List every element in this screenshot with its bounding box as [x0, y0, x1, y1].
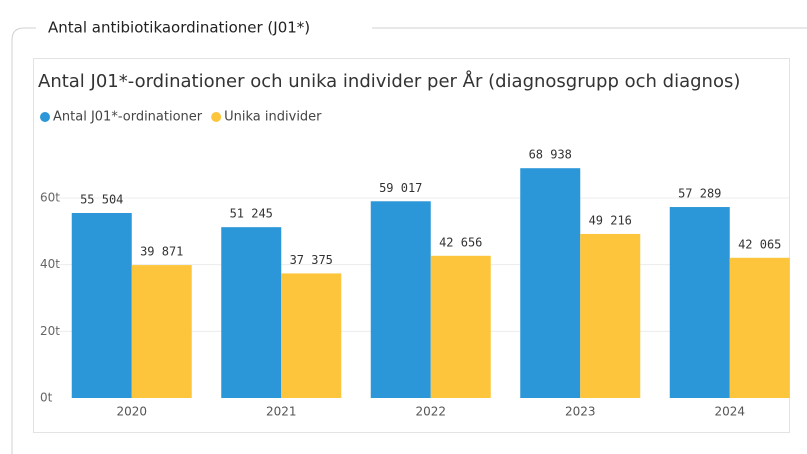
legend-label: Unika individer [224, 110, 322, 125]
value-label: 57 289 [678, 187, 721, 201]
value-label: 37 375 [290, 253, 333, 267]
bar [281, 273, 342, 398]
value-label: 68 938 [529, 148, 572, 162]
x-tick-label: 2020 [116, 405, 147, 419]
value-label: 49 216 [589, 213, 632, 227]
bar [71, 212, 132, 398]
value-label: 42 656 [439, 235, 482, 249]
x-tick-label: 2022 [415, 405, 446, 419]
y-tick-label: 60t [40, 191, 60, 205]
x-tick-label: 2023 [565, 405, 596, 419]
bar [131, 265, 192, 398]
panel-frame [11, 27, 807, 454]
value-label: 42 065 [738, 237, 781, 251]
value-label: 55 504 [80, 192, 123, 206]
legend-label: Antal J01*-ordinationer [53, 110, 203, 125]
y-tick-label: 20t [40, 324, 60, 338]
value-label: 39 871 [140, 245, 183, 259]
chart-title: Antal J01*-ordinationer och unika indivi… [38, 70, 740, 92]
value-label: 59 017 [379, 181, 422, 195]
bar [580, 233, 641, 398]
panel-title: Antal antibiotikaordinationer (J01*) [48, 19, 310, 37]
bar [669, 207, 730, 398]
legend-marker [211, 112, 222, 122]
value-label: 51 245 [230, 207, 273, 221]
legend-marker [40, 112, 50, 122]
y-tick-label: 40t [40, 257, 60, 271]
x-tick-label: 2024 [714, 405, 745, 419]
x-tick-label: 2021 [266, 405, 297, 419]
y-tick-label: 0t [40, 391, 53, 405]
bar [520, 168, 581, 398]
bar [729, 257, 790, 398]
bar [430, 255, 491, 398]
bar [370, 201, 431, 398]
bar [221, 227, 282, 398]
